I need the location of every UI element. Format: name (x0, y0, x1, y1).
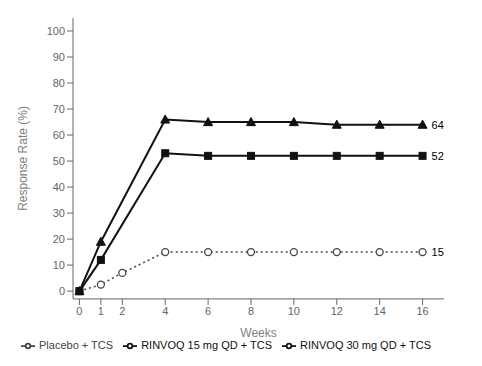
svg-text:10: 10 (53, 259, 65, 271)
svg-text:40: 40 (53, 181, 65, 193)
svg-text:2: 2 (119, 305, 125, 317)
svg-text:60: 60 (53, 129, 65, 141)
html-text:Placebo + TCS: Placebo + TCS (39, 338, 114, 351)
svg-text:64: 64 (432, 119, 444, 131)
html-text:RINVOQ 30 mg QD + TCS: RINVOQ 30 mg QD + TCS (300, 338, 431, 351)
svg-text:12: 12 (331, 305, 343, 317)
svg-text:50: 50 (53, 155, 65, 167)
svg-text:100: 100 (47, 25, 65, 37)
svg-text:90: 90 (53, 51, 65, 63)
svg-text:15: 15 (432, 246, 444, 258)
svg-text:30: 30 (53, 207, 65, 219)
svg-text:70: 70 (53, 103, 65, 115)
svg-text:20: 20 (53, 233, 65, 245)
svg-text:80: 80 (53, 77, 65, 89)
svg-text:6: 6 (205, 305, 211, 317)
svg-text:10: 10 (288, 305, 300, 317)
svg-text:Weeks: Weeks (240, 326, 276, 340)
svg-text:0: 0 (59, 285, 65, 297)
svg-text:Response Rate (%): Response Rate (%) (16, 106, 30, 211)
svg-text:8: 8 (248, 305, 254, 317)
html-text:RINVOQ 15 mg QD + TCS: RINVOQ 15 mg QD + TCS (141, 338, 272, 351)
svg-text:16: 16 (416, 305, 428, 317)
svg-text:52: 52 (432, 150, 444, 162)
svg-text:1: 1 (98, 305, 104, 317)
svg-text:14: 14 (374, 305, 386, 317)
svg-text:4: 4 (162, 305, 168, 317)
svg-text:0: 0 (76, 305, 82, 317)
